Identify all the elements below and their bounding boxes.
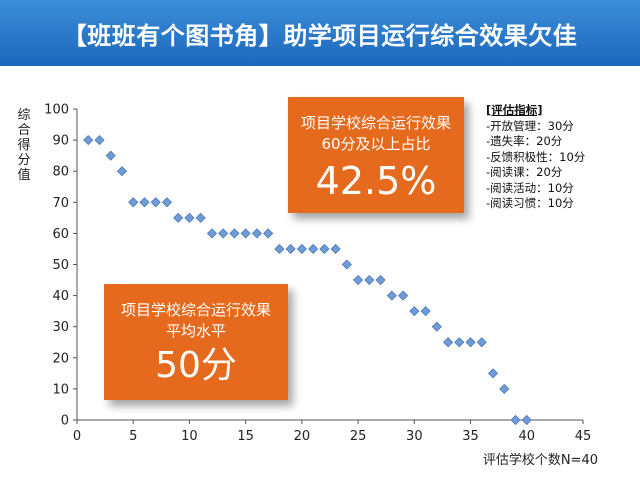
callout-ratio-caption: 项目学校综合运行效果60分及以上占比 bbox=[300, 114, 451, 153]
y-tick-label: 80 bbox=[52, 165, 69, 180]
data-point bbox=[476, 337, 487, 348]
y-tick-label: 100 bbox=[44, 103, 69, 118]
data-point bbox=[465, 337, 476, 348]
callout-ratio: 项目学校综合运行效果60分及以上占比 42.5% bbox=[288, 97, 464, 213]
data-point bbox=[195, 212, 206, 223]
data-point bbox=[184, 212, 195, 223]
data-point bbox=[251, 228, 262, 239]
data-point bbox=[229, 228, 240, 239]
y-tick-label: 20 bbox=[52, 351, 69, 366]
data-point bbox=[398, 290, 409, 301]
data-point bbox=[296, 243, 307, 255]
legend-title: [评估指标] bbox=[486, 103, 543, 117]
data-point bbox=[139, 197, 150, 208]
data-point bbox=[83, 135, 94, 146]
data-point bbox=[443, 337, 454, 348]
callout-ratio-value: 42.5% bbox=[315, 159, 437, 203]
x-tick-label: 0 bbox=[73, 429, 81, 444]
data-point bbox=[308, 243, 319, 255]
x-ticks: 0 5 10 15 20 25 30 35 40 45 bbox=[73, 420, 591, 444]
data-point bbox=[386, 290, 397, 301]
y-tick-label: 30 bbox=[52, 320, 69, 335]
data-point bbox=[161, 197, 173, 208]
data-point bbox=[364, 274, 375, 286]
data-point bbox=[330, 243, 341, 255]
x-tick-label: 15 bbox=[237, 429, 254, 444]
data-point bbox=[353, 274, 364, 286]
data-point bbox=[487, 368, 499, 379]
data-point bbox=[240, 228, 251, 239]
y-tick-label: 50 bbox=[52, 258, 69, 273]
data-point bbox=[128, 197, 139, 208]
callout-average-value: 50分 bbox=[155, 345, 237, 386]
page-header: 【班班有个图书角】助学项目运行综合效果欠佳 bbox=[0, 0, 640, 66]
legend-item: -阅读课：20分 bbox=[486, 165, 563, 179]
legend-item: -阅读习惯：10分 bbox=[486, 196, 574, 210]
data-point bbox=[173, 212, 184, 223]
y-ticks: 0 10 20 30 40 50 60 70 80 90 100 bbox=[44, 103, 77, 429]
x-tick-label: 5 bbox=[129, 429, 137, 444]
legend-item: -遗失率：20分 bbox=[486, 134, 563, 148]
data-point bbox=[431, 321, 442, 332]
y-tick-label: 40 bbox=[52, 289, 69, 304]
y-tick-label: 70 bbox=[52, 196, 69, 211]
legend-item: -阅读活动：10分 bbox=[486, 180, 574, 195]
page-title: 【班班有个图书角】助学项目运行综合效果欠佳 bbox=[62, 21, 578, 50]
data-point bbox=[105, 150, 116, 161]
y-axis-label: 综合得分值 bbox=[17, 108, 31, 183]
data-point bbox=[274, 243, 285, 255]
data-point bbox=[454, 337, 465, 348]
data-point bbox=[218, 228, 229, 239]
legend-item: -开放管理：30分 bbox=[486, 118, 574, 133]
x-tick-label: 25 bbox=[350, 429, 367, 444]
y-tick-label: 60 bbox=[52, 227, 69, 242]
y-tick-label: 10 bbox=[52, 382, 69, 397]
data-point bbox=[94, 135, 105, 146]
x-tick-label: 45 bbox=[575, 429, 592, 444]
data-point bbox=[116, 166, 128, 177]
data-point bbox=[510, 414, 521, 426]
data-point bbox=[521, 414, 532, 426]
data-point bbox=[263, 228, 274, 239]
legend-item: -反馈积极性：10分 bbox=[486, 149, 586, 164]
data-point bbox=[341, 259, 352, 270]
y-tick-label: 90 bbox=[52, 134, 69, 149]
data-point bbox=[420, 306, 431, 317]
x-tick-label: 35 bbox=[462, 429, 479, 444]
x-axis-label: 评估学校个数N=40 bbox=[482, 453, 598, 468]
data-point bbox=[409, 306, 420, 317]
data-point bbox=[499, 383, 510, 394]
callout-average: 项目学校综合运行效果平均水平 50分 bbox=[104, 284, 288, 400]
x-tick-label: 40 bbox=[519, 429, 536, 444]
data-point bbox=[285, 243, 296, 255]
data-points bbox=[83, 135, 532, 426]
data-point bbox=[150, 197, 161, 208]
data-point bbox=[319, 243, 330, 255]
y-tick-label: 0 bbox=[61, 414, 69, 429]
callout-average-caption: 项目学校综合运行效果平均水平 bbox=[120, 301, 271, 340]
x-tick-label: 10 bbox=[181, 429, 198, 444]
x-tick-label: 20 bbox=[294, 429, 311, 444]
x-tick-label: 30 bbox=[406, 429, 423, 444]
data-point bbox=[375, 274, 386, 286]
data-point bbox=[206, 228, 217, 239]
indicator-legend: [评估指标] -开放管理：30分 -遗失率：20分 -反馈积极性：10分 -阅读… bbox=[486, 103, 585, 212]
